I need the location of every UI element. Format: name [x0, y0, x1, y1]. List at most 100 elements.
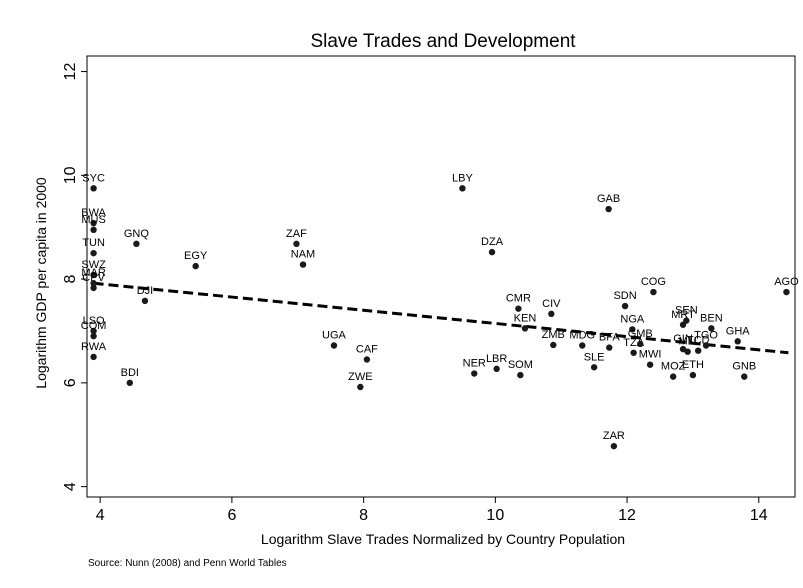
- data-point-com: COM: [81, 320, 107, 340]
- point-marker: [90, 327, 97, 335]
- data-point-lby: LBY: [452, 172, 473, 192]
- x-tick-label: 8: [359, 507, 368, 524]
- point-label: LBY: [452, 172, 473, 184]
- point-label: GHA: [726, 325, 751, 337]
- y-axis-label: Logarithm GDP per capita in 2000: [33, 177, 49, 389]
- data-point-gnb: GNB: [732, 361, 756, 380]
- point-marker: [646, 361, 654, 368]
- point-label: GMB: [628, 328, 653, 340]
- data-point-som: SOM: [508, 359, 533, 379]
- data-point-cmr: CMR: [506, 293, 531, 312]
- data-point-tgo: TGO: [694, 330, 718, 349]
- point-label: MRT: [671, 309, 695, 321]
- point-label: ZWE: [348, 371, 372, 383]
- data-point-mus: MUS: [81, 214, 106, 234]
- data-point-cog: COG: [641, 276, 666, 296]
- point-label: DJI: [137, 285, 154, 297]
- point-label: MWI: [639, 349, 662, 361]
- data-point-tun: TUN: [82, 237, 105, 257]
- point-marker: [133, 240, 140, 248]
- point-marker: [521, 325, 529, 332]
- point-label: SEN: [675, 305, 698, 317]
- data-point-sdn: SDN: [613, 290, 637, 310]
- point-label: COM: [81, 320, 107, 332]
- data-point-eth: ETH: [682, 359, 704, 379]
- point-label: ZAR: [603, 430, 625, 442]
- data-point-gin: GIN: [673, 333, 693, 353]
- point-marker: [488, 248, 496, 256]
- point-marker: [330, 342, 338, 349]
- point-marker: [357, 383, 364, 391]
- point-label: RWA: [81, 341, 107, 353]
- point-label: NGA: [620, 313, 645, 325]
- point-marker: [459, 185, 466, 192]
- point-label: SDN: [613, 290, 636, 302]
- data-point-mrt: MRT: [671, 309, 695, 328]
- point-marker: [694, 347, 702, 354]
- point-marker: [90, 271, 97, 279]
- data-point-dji: DJI: [137, 285, 154, 305]
- data-point-gnq: GNQ: [124, 228, 149, 248]
- point-marker: [783, 288, 790, 296]
- point-label: NAM: [291, 249, 315, 261]
- x-tick-label: 14: [750, 507, 768, 524]
- point-marker: [515, 305, 522, 312]
- point-label: GNB: [732, 361, 756, 373]
- point-marker: [679, 321, 687, 328]
- data-point-ben: BEN: [700, 312, 723, 332]
- point-label: MUS: [81, 214, 105, 226]
- point-label: BEN: [700, 312, 723, 324]
- data-point-zmb: ZMB: [542, 329, 565, 349]
- data-point-nam: NAM: [291, 249, 315, 268]
- data-point-rwa: RWA: [81, 341, 107, 361]
- point-marker: [610, 442, 618, 450]
- point-label: SWZ: [81, 259, 106, 271]
- data-point-gab: GAB: [597, 193, 620, 213]
- point-label: MOZ: [661, 361, 686, 373]
- point-label: ZMB: [542, 329, 565, 341]
- point-marker: [90, 226, 97, 234]
- y-tick-label: 6: [62, 378, 79, 387]
- x-tick-label: 4: [96, 507, 105, 524]
- point-label: LBR: [486, 353, 507, 365]
- point-label: AGO: [774, 276, 799, 288]
- point-marker: [126, 379, 134, 387]
- x-axis-label: Logarithm Slave Trades Normalized by Cou…: [261, 531, 625, 547]
- x-tick-label: 12: [618, 507, 636, 524]
- point-marker: [669, 373, 677, 380]
- point-marker: [579, 342, 586, 349]
- fitted-trend-line: [93, 281, 789, 355]
- data-point-zaf: ZAF: [286, 228, 307, 248]
- point-marker: [689, 371, 697, 379]
- point-marker: [548, 310, 555, 318]
- point-marker: [363, 356, 371, 363]
- point-label: MDG: [569, 330, 595, 342]
- data-point-lso: LSO: [83, 315, 105, 335]
- source-note: Source: Nunn (2008) and Penn World Table…: [88, 558, 287, 569]
- point-label: GAB: [597, 193, 620, 205]
- point-marker: [708, 325, 715, 332]
- point-label: BFA: [599, 332, 620, 344]
- data-point-zar: ZAR: [603, 430, 625, 450]
- point-label: SYC: [82, 172, 105, 184]
- data-point-mwi: MWI: [639, 349, 662, 368]
- data-point-dza: DZA: [481, 236, 504, 256]
- point-marker: [702, 342, 710, 349]
- point-marker: [471, 370, 478, 377]
- point-marker: [90, 249, 97, 257]
- data-point-uga: UGA: [322, 330, 347, 349]
- data-point-gmb: GMB: [628, 328, 653, 348]
- data-point-mdg: MDG: [569, 330, 595, 349]
- data-point-egy: EGY: [184, 250, 208, 270]
- y-tick-label: 10: [62, 166, 79, 184]
- point-label: TUN: [82, 237, 105, 249]
- point-label: CMR: [506, 293, 531, 305]
- point-label: GIN: [673, 333, 693, 345]
- point-marker: [637, 340, 644, 348]
- data-point-ago: AGO: [774, 276, 799, 296]
- data-point-swz: SWZ: [81, 259, 106, 279]
- point-marker: [550, 341, 557, 349]
- data-point-ken: KEN: [514, 312, 536, 332]
